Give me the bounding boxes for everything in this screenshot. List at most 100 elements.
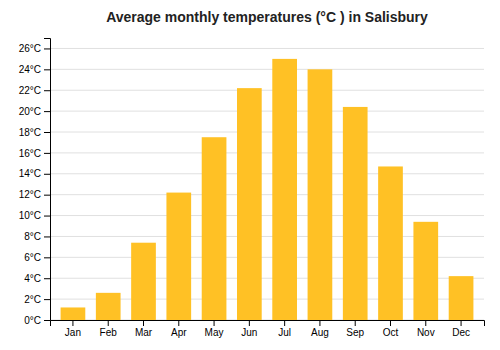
y-tick: 12°C [19, 189, 50, 200]
plot: 0°C 2°C 4°C 6°C 8°C 10°C 12°C 14°C 16°C 18°C 20°C 2… [19, 39, 485, 339]
y-tick-label: 12°C [19, 189, 41, 200]
bar [131, 243, 156, 320]
y-tick-label: 20°C [19, 106, 41, 117]
y-tick: 22°C [19, 85, 50, 96]
bars [61, 59, 474, 320]
y-tick: 14°C [19, 168, 50, 179]
x-axis-line [51, 321, 485, 327]
bar [449, 276, 474, 320]
y-tick-mark [44, 299, 50, 300]
x-tick-label: Feb [100, 327, 118, 338]
grid-line [50, 48, 484, 49]
x-tick-label: Jun [241, 327, 257, 338]
y-tick: 24°C [19, 64, 50, 75]
grid-line [50, 111, 484, 112]
y-tick: 18°C [19, 127, 50, 138]
grid [50, 48, 484, 320]
x-tick: Nov [417, 320, 435, 338]
x-tick-mark [425, 320, 426, 326]
x-tick-mark [108, 320, 109, 326]
y-tick-mark [44, 69, 50, 70]
x-tick: Sep [346, 320, 364, 338]
x-tick-label: Nov [417, 327, 435, 338]
y-tick-mark [44, 195, 50, 196]
x-tick: May [205, 320, 224, 338]
bar [202, 137, 227, 320]
y-tick-label: 18°C [19, 127, 41, 138]
y-tick-mark [44, 132, 50, 133]
bar [166, 193, 191, 320]
y-tick-mark [44, 257, 50, 258]
chart: 0°C 2°C 4°C 6°C 8°C 10°C 12°C 14°C 16°C 18°C 20°C 2… [0, 0, 500, 350]
y-tick-label: 24°C [19, 64, 41, 75]
x-tick: Jan [65, 320, 81, 338]
x-tick: Feb [100, 320, 118, 338]
x-tick-mark [461, 320, 462, 326]
x-tick-mark [249, 320, 250, 326]
y-tick-label: 8°C [24, 231, 41, 242]
y-tick: 8°C [24, 231, 50, 242]
y-tick-label: 10°C [19, 210, 41, 221]
y-tick: 16°C [19, 148, 50, 159]
x-tick-label: Jul [278, 327, 291, 338]
y-tick-mark [44, 216, 50, 217]
grid-line [50, 194, 484, 195]
x-tick-label: May [205, 327, 224, 338]
y-tick-label: 14°C [19, 168, 41, 179]
x-tick-label: Oct [383, 327, 399, 338]
y-tick-mark [44, 236, 50, 237]
y-tick-label: 0°C [24, 315, 41, 326]
x-tick-label: Dec [452, 327, 470, 338]
grid-line [50, 215, 484, 216]
y-tick-mark [44, 320, 50, 321]
y-tick: 4°C [24, 273, 50, 284]
bar [272, 59, 297, 320]
bar [61, 307, 86, 320]
y-tick-label: 6°C [24, 252, 41, 263]
x-tick-mark [390, 320, 391, 326]
bar [343, 107, 368, 320]
x-tick-mark [319, 320, 320, 326]
y-tick: 20°C [19, 106, 50, 117]
x-tick-mark [143, 320, 144, 326]
x-tick: Dec [452, 320, 470, 338]
x-tick: Jun [241, 320, 257, 338]
x-tick: Jul [278, 320, 291, 338]
x-tick-mark [355, 320, 356, 326]
y-tick-mark [44, 48, 50, 49]
y-tick-mark [44, 153, 50, 154]
bar [378, 166, 403, 320]
y-tick-mark [44, 111, 50, 112]
x-tick: Aug [311, 320, 329, 338]
y-tick: 26°C [19, 43, 50, 54]
grid-line [50, 90, 484, 91]
x-tick-label: Sep [346, 327, 364, 338]
y-tick-label: 22°C [19, 85, 41, 96]
bar [96, 293, 121, 320]
x-tick-label: Apr [171, 327, 187, 338]
y-tick: 2°C [24, 294, 50, 305]
y-tick: 0°C [24, 315, 50, 326]
y-tick-mark [44, 174, 50, 175]
y-tick-mark [44, 278, 50, 279]
x-tick: Apr [171, 320, 187, 338]
x-tick-mark [284, 320, 285, 326]
x-tick: Oct [383, 320, 399, 338]
y-tick-label: 2°C [24, 294, 41, 305]
grid-line [50, 152, 484, 153]
x-tick-label: Jan [65, 327, 81, 338]
x-tick-mark [72, 320, 73, 326]
grid-line [50, 173, 484, 174]
y-tick-label: 26°C [19, 43, 41, 54]
x-tick-label: Mar [135, 327, 153, 338]
x-tick-mark [214, 320, 215, 326]
bar [237, 88, 262, 320]
y-tick-label: 16°C [19, 148, 41, 159]
y-axis: 0°C 2°C 4°C 6°C 8°C 10°C 12°C 14°C 16°C 18°C 20°C 2… [19, 39, 51, 326]
x-tick-mark [178, 320, 179, 326]
y-tick-mark [44, 90, 50, 91]
grid-line [50, 69, 484, 70]
x-tick-label: Aug [311, 327, 329, 338]
x-axis: Jan Feb Mar Apr May Jun Jul Aug Sep Oct Nov Dec [51, 320, 485, 338]
y-tick: 6°C [24, 252, 50, 263]
